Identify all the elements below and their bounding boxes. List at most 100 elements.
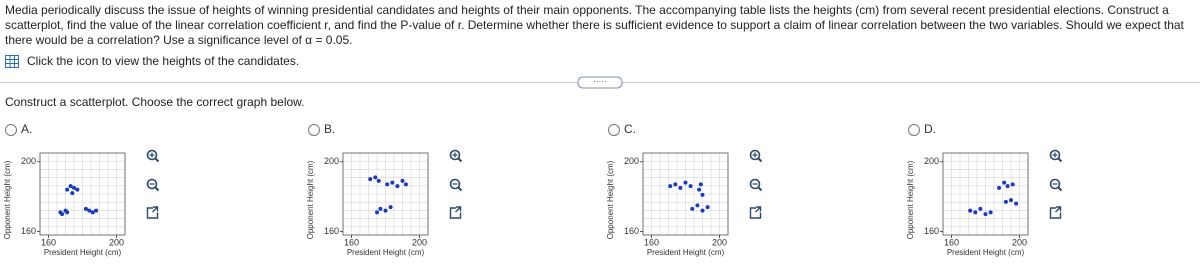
open-external-icon[interactable] [749,206,762,219]
data-point [75,187,80,192]
zoom-out-icon[interactable] [146,178,160,192]
data-point [378,206,383,211]
option-letter[interactable]: B. [324,122,335,136]
zoom-in-icon[interactable] [449,149,463,163]
data-point [1009,198,1013,203]
zoom-out-icon[interactable] [749,178,763,192]
data-point [70,191,75,196]
icon-part [455,206,462,213]
y-tick-label: 200 [924,156,939,166]
icon-part [1052,152,1058,158]
y-tick-label: 160 [324,226,339,236]
zoom-in-icon[interactable] [1049,149,1063,163]
open-external-icon[interactable] [449,206,462,219]
data-point [390,180,395,185]
x-tick-label: 160 [644,237,659,247]
icon-part [749,207,762,219]
x-tick-label: 160 [944,237,959,247]
prompt-text: Construct a scatterplot. Choose the corr… [5,95,305,109]
data-point [988,210,993,215]
data-point [373,175,378,180]
icon-part [755,206,762,213]
data-point [385,182,390,187]
icon-part [146,207,159,219]
data-point [368,177,373,182]
icon-part [752,152,758,158]
plot-frame [942,152,1029,236]
zoom-in-icon[interactable] [146,149,160,163]
plot-frame [342,152,429,236]
y-axis-label: Opponent Height (cm) [906,160,915,239]
table-icon[interactable] [5,54,19,68]
data-point [383,208,388,213]
data-point [697,187,702,192]
icon-part [146,178,158,190]
data-point [72,185,76,190]
plot-frame [642,152,729,236]
data-point [1010,182,1015,187]
expand-button[interactable] [577,76,623,89]
option-letter[interactable]: A. [21,122,32,136]
data-point [673,182,678,187]
data-point [690,206,695,211]
data-point [65,187,70,192]
question-text: Media periodically discuss the issue of … [5,3,1184,47]
zoom-in-icon[interactable] [749,149,763,163]
zoom-out-icon[interactable] [449,178,463,192]
icon-part [1055,206,1062,213]
icon-part [1057,157,1063,163]
radio-button[interactable] [908,124,920,136]
x-tick-label: 160 [41,237,56,247]
data-point [1005,184,1010,189]
y-tick-label: 200 [624,156,639,166]
x-tick-label: 200 [109,237,124,247]
x-axis-label: President Height (cm) [44,248,122,257]
icon-part [452,152,458,158]
data-point [83,206,88,211]
icon-part [149,152,155,158]
icon-part [1049,149,1061,161]
y-axis-label: Opponent Height (cm) [306,160,315,239]
icon-part [749,178,761,190]
icon-part [449,149,461,161]
data-point [1003,199,1008,204]
data-point [65,210,70,215]
data-point [388,205,393,210]
option-letter[interactable]: D. [924,122,936,136]
data-point [1014,201,1019,206]
radio-button[interactable] [608,124,620,136]
data-point [94,208,99,213]
data-point [700,192,705,197]
data-point [1002,180,1007,185]
x-axis-label: President Height (cm) [947,248,1025,257]
x-tick-label: 200 [1012,237,1027,247]
x-axis-label: President Height (cm) [347,248,425,257]
radio-button[interactable] [308,124,320,136]
data-point [695,203,700,208]
icon-part [152,206,159,213]
y-axis-label: Opponent Height (cm) [3,160,12,239]
zoom-out-icon[interactable] [1049,178,1063,192]
link-text[interactable]: Click the icon to view the heights of th… [27,54,300,68]
data-link[interactable]: Click the icon to view the heights of th… [5,54,299,68]
option-letter[interactable]: C. [624,122,636,136]
data-point [60,212,65,217]
y-tick-label: 160 [924,226,939,236]
plot-frame [39,152,126,236]
y-tick-label: 200 [21,156,36,166]
open-external-icon[interactable] [146,206,159,219]
radio-button[interactable] [5,124,17,136]
icon-part [154,186,160,192]
data-point [683,180,688,185]
icon-part [154,157,160,163]
data-point [698,182,703,187]
data-point [978,206,983,211]
data-point [395,184,400,189]
x-tick-label: 200 [412,237,427,247]
open-external-icon[interactable] [1049,206,1062,219]
y-tick-label: 200 [324,156,339,166]
